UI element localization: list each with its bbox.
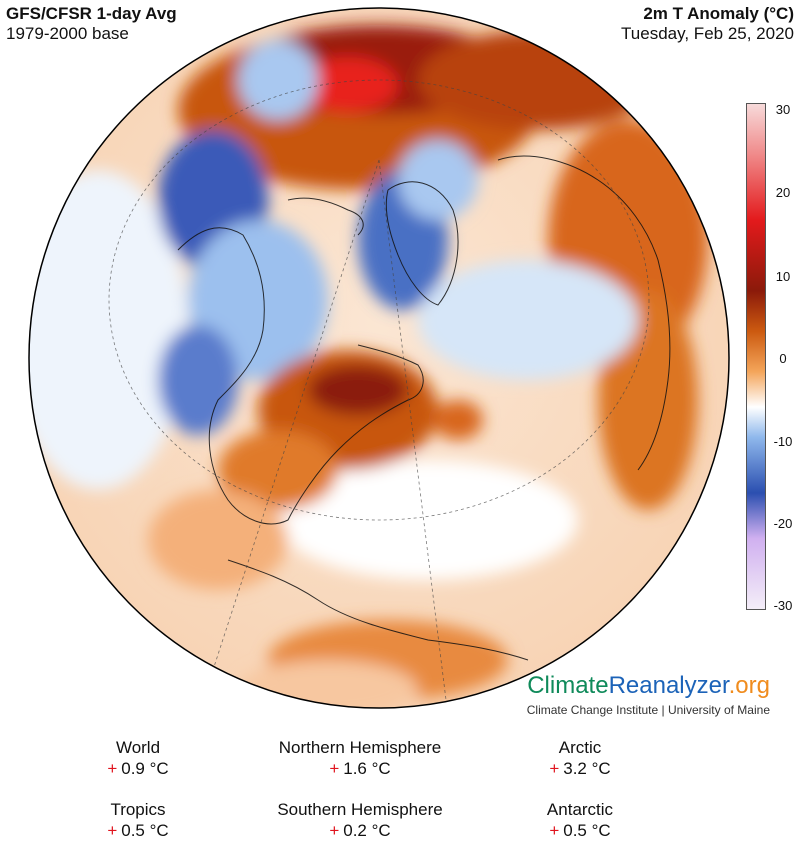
stat-northern-hemisphere: Northern Hemisphere +1.6 °C: [250, 738, 470, 779]
colorbar-tick: -30: [773, 598, 793, 613]
stat-value: 3.2 °C: [563, 759, 611, 778]
stat-world: World +0.9 °C: [28, 738, 248, 779]
date-label: Tuesday, Feb 25, 2020: [621, 24, 794, 43]
colorbar-tick: 10: [775, 269, 791, 284]
stat-sign: +: [107, 759, 118, 778]
stat-sign: +: [549, 821, 560, 840]
anomaly-stats: World +0.9 °C Northern Hemisphere +1.6 °…: [0, 734, 800, 846]
colorbar-tick: 20: [775, 185, 791, 200]
stat-tropics: Tropics +0.5 °C: [28, 800, 248, 841]
header-right: 2m T Anomaly (°C) Tuesday, Feb 25, 2020: [621, 4, 794, 44]
stat-label: Arctic: [558, 738, 602, 757]
stat-sign: +: [549, 759, 560, 778]
logo-wordmark: ClimateReanalyzer.org: [527, 672, 770, 699]
header-left: GFS/CFSR 1-day Avg 1979-2000 base: [6, 4, 177, 44]
colorbar-tick: -10: [773, 434, 793, 449]
stat-value: 0.5 °C: [121, 821, 169, 840]
stat-value: 1.6 °C: [343, 759, 391, 778]
stat-value: 0.2 °C: [343, 821, 391, 840]
anomaly-globe: [28, 7, 730, 709]
stat-sign: +: [107, 821, 118, 840]
colorbar: 30 20 10 0 -10 -20 -30: [744, 103, 800, 613]
stat-label: Northern Hemisphere: [278, 738, 442, 757]
variable-title: 2m T Anomaly (°C): [643, 4, 794, 23]
coastlines: [177, 155, 671, 661]
globe-map: [28, 0, 730, 716]
colorbar-tick: 0: [779, 351, 787, 366]
colorbar-tick: 30: [775, 102, 791, 117]
baseline-label: 1979-2000 base: [6, 24, 129, 43]
stat-antarctic: Antarctic +0.5 °C: [470, 800, 690, 841]
stat-label: World: [115, 738, 161, 757]
stat-label: Southern Hemisphere: [277, 800, 443, 819]
stat-sign: +: [329, 759, 340, 778]
colorbar-tick: -20: [773, 516, 793, 531]
stat-southern-hemisphere: Southern Hemisphere +0.2 °C: [250, 800, 470, 841]
stat-label: Tropics: [110, 800, 166, 819]
colorbar-gradient: [746, 103, 766, 610]
logo-tagline: Climate Change Institute | University of…: [526, 703, 770, 717]
graticule: [108, 79, 650, 708]
product-title: GFS/CFSR 1-day Avg: [6, 4, 177, 23]
stat-value: 0.9 °C: [121, 759, 169, 778]
stat-label: Antarctic: [546, 800, 614, 819]
globe-outline: [28, 7, 730, 709]
stat-arctic: Arctic +3.2 °C: [470, 738, 690, 779]
stat-value: 0.5 °C: [563, 821, 611, 840]
stat-sign: +: [329, 821, 340, 840]
site-logo[interactable]: ClimateReanalyzer.org Climate Change Ins…: [527, 672, 770, 718]
anomaly-field: [29, 25, 708, 708]
